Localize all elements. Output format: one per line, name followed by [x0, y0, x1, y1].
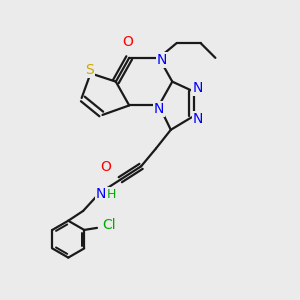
- Text: O: O: [122, 34, 133, 49]
- Text: S: S: [85, 63, 93, 77]
- Text: N: N: [193, 112, 203, 126]
- Text: N: N: [154, 102, 164, 116]
- Text: H: H: [107, 188, 116, 201]
- Text: N: N: [157, 53, 167, 67]
- Text: N: N: [192, 81, 203, 95]
- Text: Cl: Cl: [102, 218, 116, 232]
- Text: N: N: [96, 187, 106, 201]
- Text: O: O: [100, 160, 111, 174]
